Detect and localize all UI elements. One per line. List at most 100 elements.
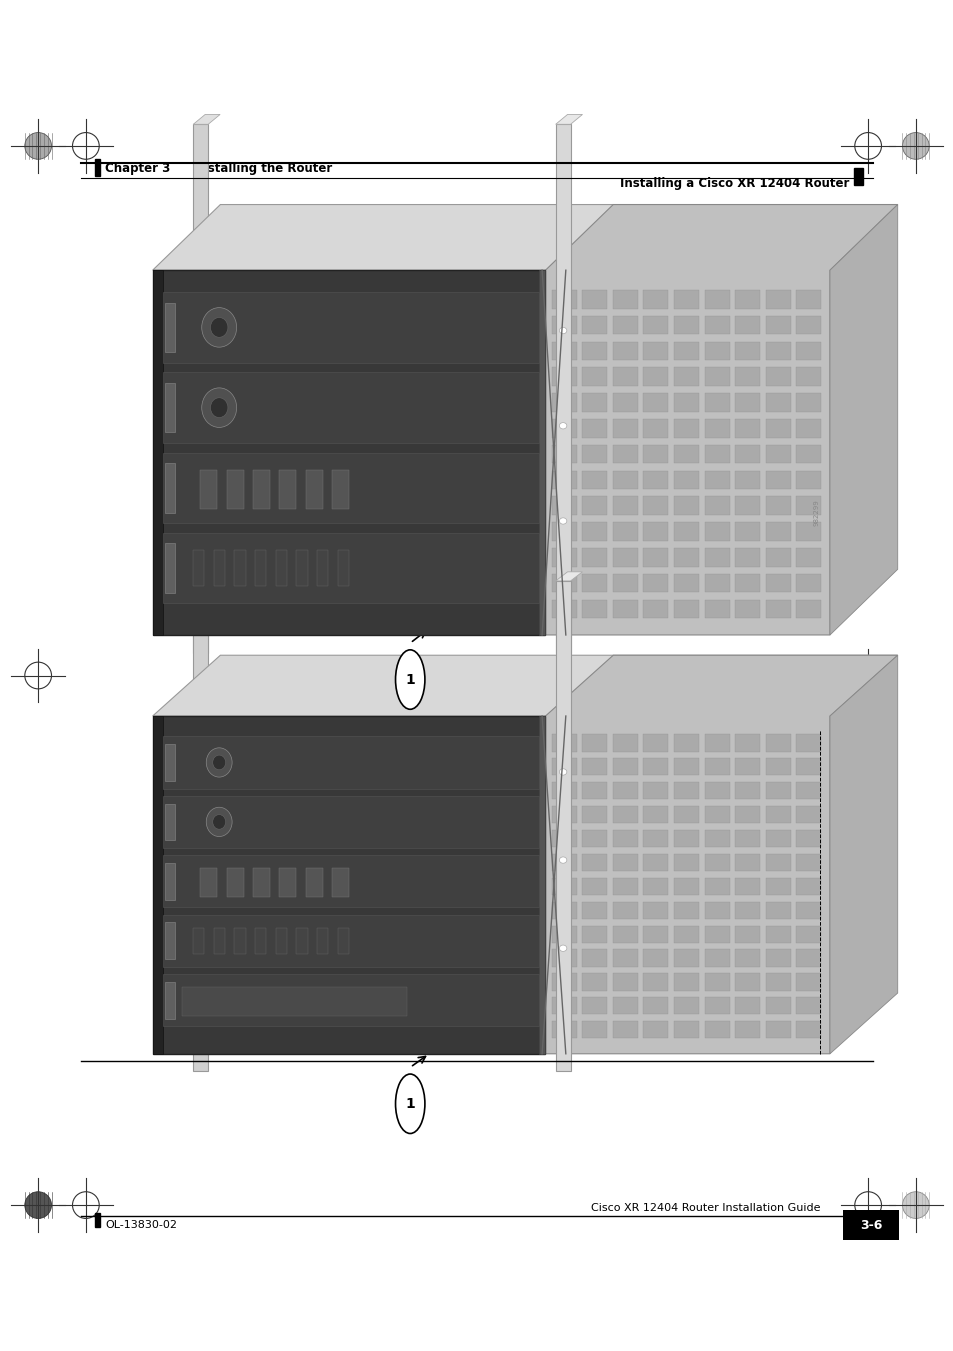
Bar [275,928,287,954]
Bar [704,549,729,566]
Bar [673,950,699,967]
Bar [673,1021,699,1039]
Bar [765,342,790,361]
Bar [704,782,729,800]
Bar [735,549,760,566]
Bar [704,830,729,847]
Bar [735,878,760,894]
Bar [704,496,729,515]
Ellipse shape [902,132,928,159]
Bar [735,950,760,967]
Bar [305,869,322,897]
Bar [796,367,821,386]
Ellipse shape [201,388,236,427]
Bar [673,574,699,593]
Bar [332,470,349,509]
Bar [673,758,699,775]
Bar [612,523,638,540]
Bar [735,316,760,334]
Bar [152,270,545,635]
Bar [796,600,821,619]
Bar [193,581,208,1070]
Bar [735,925,760,943]
Bar [581,854,607,871]
Ellipse shape [197,946,204,951]
Bar [765,574,790,593]
Bar [296,550,307,586]
Bar [796,735,821,751]
Bar [704,342,729,361]
Bar [642,549,668,566]
Polygon shape [193,115,220,124]
Bar [796,997,821,1015]
Bar [673,419,699,438]
Bar [642,854,668,871]
Text: Center-Mounting Brackets (with PRP-3 installed): Center-Mounting Brackets (with PRP-3 ins… [295,696,613,709]
Bar [152,716,163,1054]
Bar [581,419,607,438]
Bar [163,453,538,523]
Bar [735,735,760,751]
Bar [642,523,668,540]
Bar [193,124,208,654]
Bar [612,901,638,919]
Bar [551,419,577,438]
Bar [704,574,729,593]
Bar [765,925,790,943]
Text: Figure 3-2: Figure 3-2 [173,255,250,269]
Polygon shape [152,655,897,716]
Ellipse shape [558,423,566,428]
Bar [581,830,607,847]
Bar [165,982,174,1019]
Ellipse shape [197,857,204,863]
Bar [765,496,790,515]
Text: Installing a Cisco XR 12404 Router: Installing a Cisco XR 12404 Router [619,177,848,190]
Bar [704,393,729,412]
Bar [642,1021,668,1039]
Ellipse shape [902,1192,928,1219]
Bar [735,600,760,619]
Bar [254,928,266,954]
Bar [551,444,577,463]
Bar [673,523,699,540]
Ellipse shape [558,769,566,775]
Bar [765,782,790,800]
Bar [796,393,821,412]
Bar [735,574,760,593]
Bar [704,470,729,489]
Bar [765,549,790,566]
Bar [642,973,668,990]
Ellipse shape [206,808,232,836]
Bar [551,878,577,894]
Bar [581,470,607,489]
Bar [735,854,760,871]
Bar [765,1021,790,1039]
Bar [642,600,668,619]
Bar [735,782,760,800]
Bar [316,928,328,954]
Polygon shape [829,204,897,635]
Bar [642,950,668,967]
Bar [704,316,729,334]
Bar [305,470,322,509]
Bar [551,925,577,943]
Bar [538,270,545,635]
Bar [765,973,790,990]
Bar [551,574,577,593]
Bar [551,496,577,515]
Bar [642,367,668,386]
Bar [555,581,570,1070]
Ellipse shape [197,423,204,428]
Text: OL-13830-02: OL-13830-02 [105,1220,176,1231]
Bar [612,549,638,566]
Bar [612,496,638,515]
Bar [332,869,349,897]
Ellipse shape [25,662,51,689]
Bar [673,444,699,463]
Bar [581,782,607,800]
Bar [642,342,668,361]
Bar [735,444,760,463]
Bar [673,782,699,800]
Bar [227,869,243,897]
Ellipse shape [558,517,566,524]
